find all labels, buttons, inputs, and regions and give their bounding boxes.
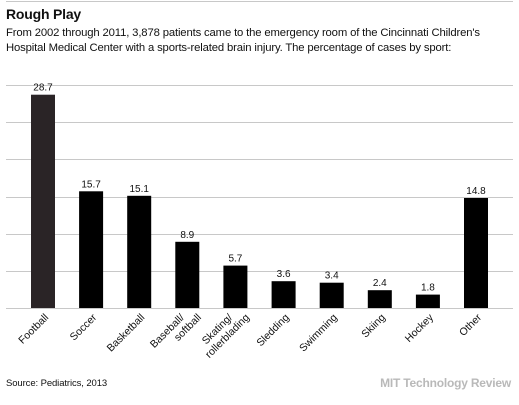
chart-subtitle: From 2002 through 2011, 3,878 patients c… [6, 27, 480, 54]
bar-other [464, 198, 488, 308]
category-label-basketball: Basketball [105, 312, 148, 355]
category-label-hockey: Hockey [403, 311, 437, 345]
category-label-line: Sledding [254, 312, 291, 349]
category-label-soccer: Soccer [68, 311, 100, 343]
category-label-other: Other [457, 311, 484, 338]
value-label-sledding: 3.6 [277, 269, 291, 280]
bar-skiing [367, 290, 392, 308]
category-label-skating-rollerblading: Skating/rollerblading [195, 303, 253, 361]
category-label-baseball-softball: Baseball/softball [148, 303, 204, 359]
value-label-soccer: 15.7 [81, 179, 101, 190]
category-label-skiing: Skiing [359, 312, 388, 341]
category-label-line: Hockey [403, 311, 437, 345]
top-rule [6, 1, 513, 2]
bar-swimming [319, 282, 344, 308]
category-label-line: Soccer [68, 311, 100, 343]
category-label-line: Other [457, 311, 484, 338]
category-label-football: Football [16, 312, 51, 347]
bar-hockey [415, 294, 440, 308]
value-label-other: 14.8 [466, 186, 486, 197]
chart-title: Rough Play [6, 6, 82, 22]
value-label-hockey: 1.8 [421, 283, 435, 294]
category-label-sledding: Sledding [254, 312, 291, 349]
value-label-skiing: 2.4 [373, 278, 387, 289]
category-label-line: Swimming [297, 312, 340, 355]
value-label-baseball-softball: 8.9 [180, 230, 194, 241]
category-label-line: Skiing [359, 312, 388, 341]
value-label-skating-rollerblading: 5.7 [228, 254, 242, 265]
bar-basketball [127, 195, 152, 308]
value-label-basketball: 15.1 [129, 184, 149, 195]
category-label-line: Football [16, 312, 51, 347]
bar-football [31, 94, 55, 308]
bar-baseball-softball [175, 241, 200, 308]
bar-sledding [271, 281, 296, 308]
category-labels: Football Soccer Basketball Baseball/softbal… [16, 303, 484, 361]
bar-soccer [79, 191, 104, 308]
bar-skating-rollerblading [223, 265, 248, 308]
bars [31, 94, 488, 308]
source-note: Source: Pediatrics, 2013 [6, 378, 108, 389]
value-label-football: 28.7 [33, 83, 53, 94]
value-label-swimming: 3.4 [325, 271, 339, 282]
category-label-line: Basketball [105, 312, 148, 355]
brand-logo: MIT Technology Review [380, 376, 511, 390]
category-label-swimming: Swimming [297, 312, 340, 355]
value-labels: 28.7 15.7 15.1 8.9 5.7 3.6 3.4 2.4 1.8 14.8 [33, 83, 486, 294]
